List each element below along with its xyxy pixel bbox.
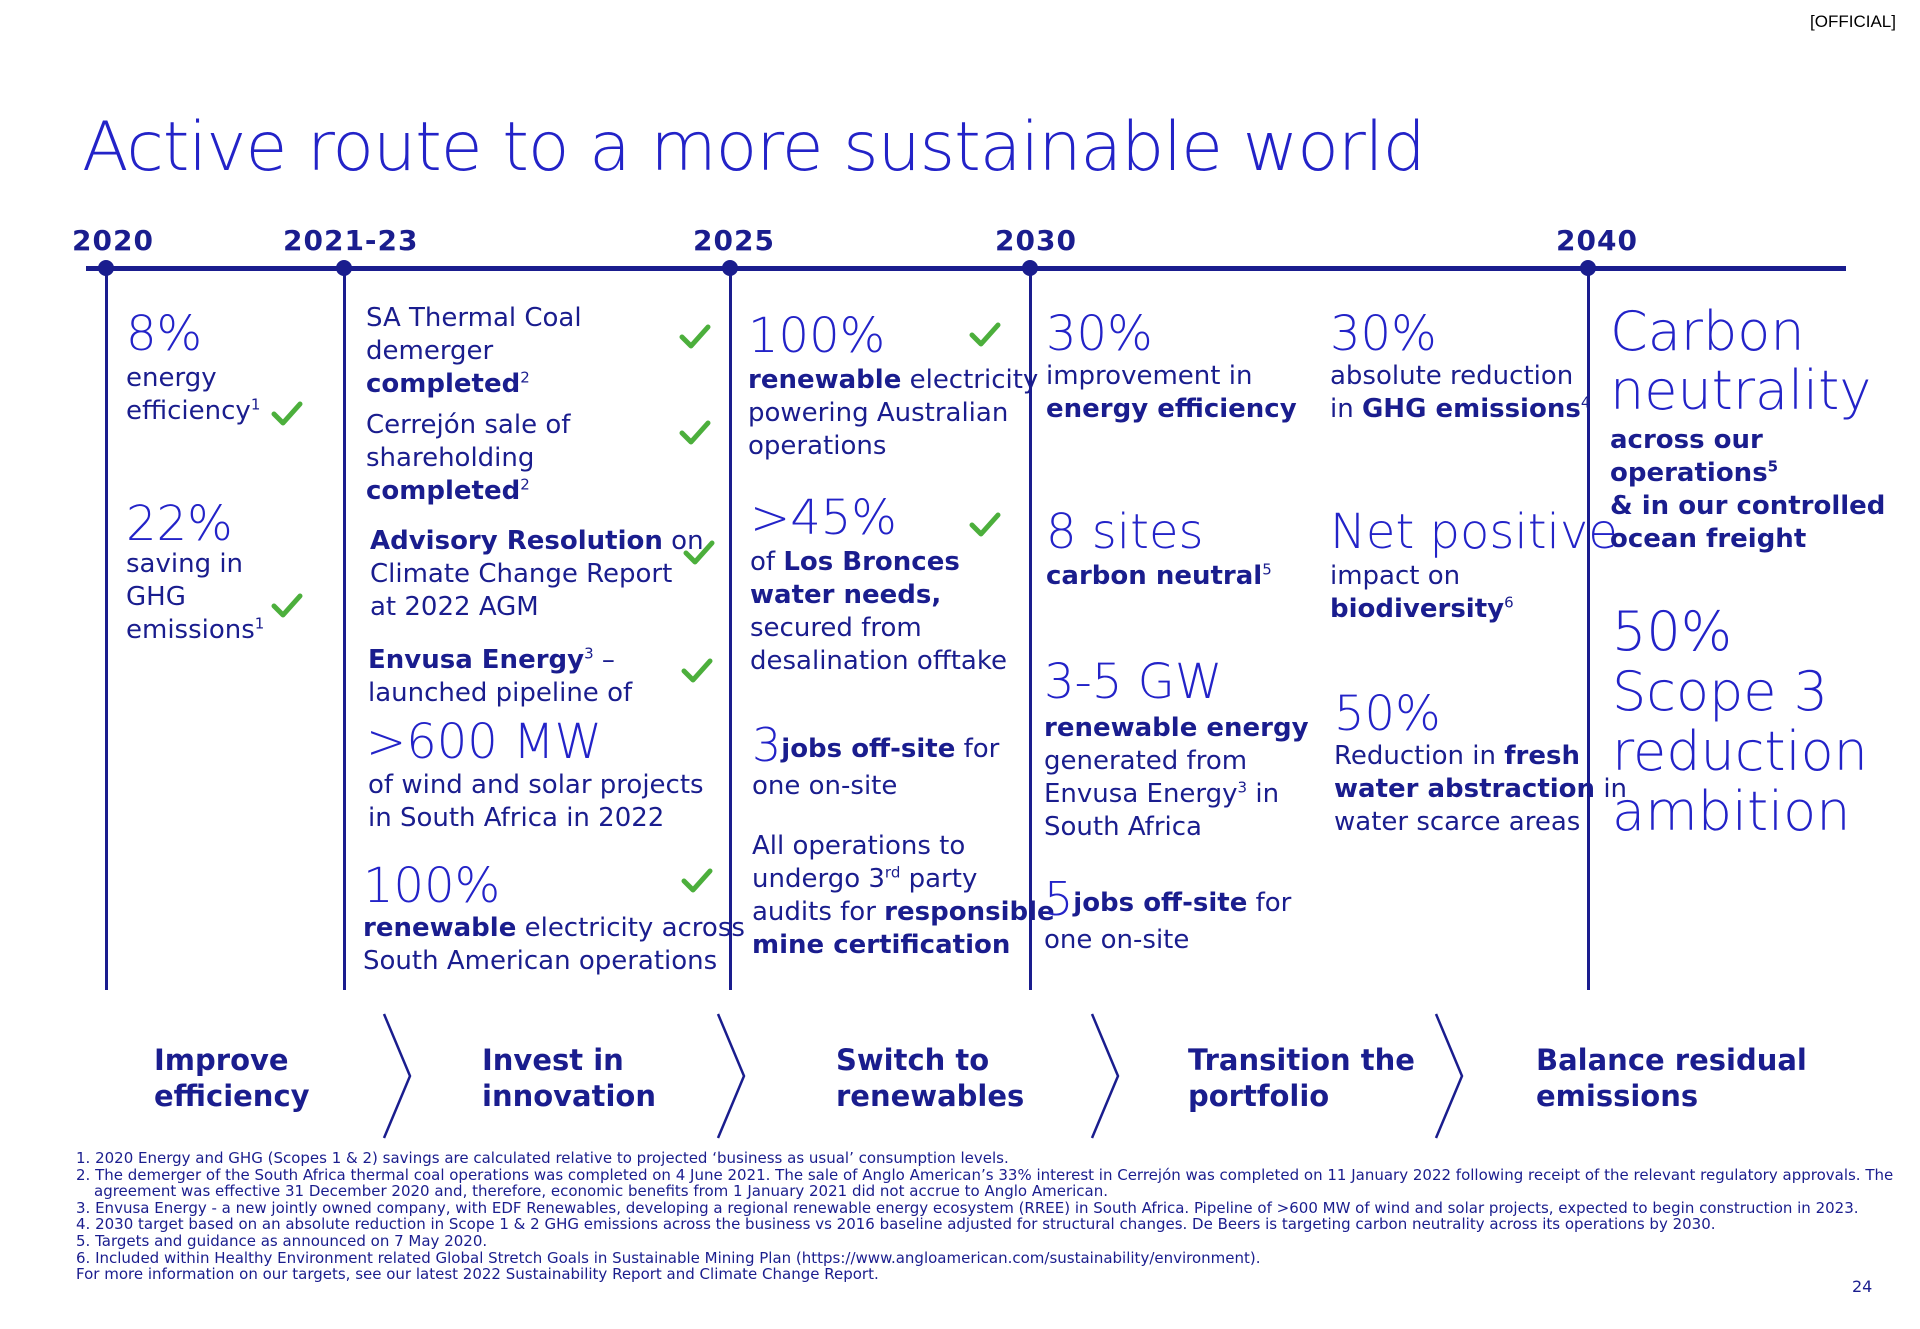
footnotes: 1. 2020 Energy and GHG (Scopes 1 & 2) sa…: [76, 1149, 1894, 1284]
energy-efficiency-2030-label: improvement in energy efficiency: [1046, 361, 1297, 424]
phase-balance-emissions: Balance residual emissions: [1536, 1043, 1807, 1113]
cerrejon-item: Cerrejón sale of shareholding completed2: [366, 410, 571, 506]
biodiversity-label: impact on biodiversity6: [1330, 561, 1514, 624]
water-reduction-pct: 50%: [1334, 686, 1441, 742]
footnote: 3. Envusa Energy - a new jointly owned c…: [76, 1198, 1859, 1217]
timeline-divider: [1029, 268, 1032, 990]
energy-efficiency-label: energy efficiency1: [126, 363, 261, 426]
ghg-saving-label: saving in GHG emissions1: [126, 549, 265, 645]
classification-label: [OFFICIAL]: [1810, 12, 1896, 31]
footnote: 2. The demerger of the South Africa ther…: [76, 1165, 1894, 1184]
australia-renewable-pct: 100%: [748, 308, 886, 364]
check-icon: [270, 589, 304, 623]
chevron-right-icon: [1090, 1013, 1120, 1139]
timeline-divider: [343, 268, 346, 990]
footnote: 6. Included within Healthy Environment r…: [76, 1248, 1261, 1267]
page-title: Active route to a more sustainable world: [82, 108, 1426, 187]
page-number: 24: [1852, 1277, 1873, 1296]
los-bronces-pct: >45%: [750, 490, 897, 546]
phase-improve-efficiency: Improve efficiency: [154, 1043, 310, 1113]
carbon-neutral-label: carbon neutral5: [1046, 560, 1272, 591]
los-bronces-label: of Los Bronces water needs, secured from…: [750, 547, 1007, 676]
year-2025: 2025: [693, 224, 775, 257]
timeline-divider: [729, 268, 732, 990]
check-icon: [968, 508, 1002, 542]
australia-renewable-label: renewable electricity powering Australia…: [748, 365, 1039, 461]
year-2021-23: 2021-23: [283, 224, 419, 257]
envusa-energy-item: Envusa Energy3 – launched pipeline of: [368, 644, 633, 708]
mine-certification-item: All operations to undergo 3rd party audi…: [752, 831, 1055, 960]
renewable-gw-label: renewable energy generated from Envusa E…: [1044, 713, 1309, 842]
ghg-reduction-2030-label: absolute reduction in GHG emissions4: [1330, 361, 1591, 424]
south-america-renewable-label: renewable electricity across South Ameri…: [363, 913, 745, 976]
ghg-saving-pct: 22%: [126, 496, 233, 552]
jobs-ratio-2025: 3jobs off-site for one on-site: [752, 718, 1000, 801]
check-icon: [680, 864, 714, 898]
footnote: 1. 2020 Energy and GHG (Scopes 1 & 2) sa…: [76, 1149, 1009, 1167]
chevron-right-icon: [382, 1013, 412, 1139]
check-icon: [678, 416, 712, 450]
footnote: For more information on our targets, see…: [76, 1265, 879, 1284]
south-america-renewable-pct: 100%: [363, 858, 501, 914]
carbon-neutrality-heading: Carbon neutrality: [1610, 300, 1872, 423]
check-icon: [678, 320, 712, 354]
advisory-resolution-item: Advisory Resolution on Climate Change Re…: [370, 526, 704, 622]
year-2040: 2040: [1556, 224, 1638, 257]
sa-thermal-coal-item: SA Thermal Coal demerger completed2: [366, 303, 582, 399]
footnote: 4. 2030 target based on an absolute redu…: [76, 1215, 1716, 1234]
energy-efficiency-pct: 8%: [126, 306, 203, 362]
water-reduction-label: Reduction in fresh water abstraction in …: [1334, 741, 1628, 837]
phase-invest-innovation: Invest in innovation: [482, 1043, 656, 1113]
jobs-ratio-2030: 5jobs off-site for one on-site: [1044, 872, 1292, 955]
year-2020: 2020: [72, 224, 154, 257]
scope3-ambition: 50% Scope 3 reduction ambition: [1612, 600, 1868, 843]
check-icon: [968, 318, 1002, 352]
timeline-line: [86, 266, 1846, 271]
carbon-neutral-sites: 8 sites: [1046, 504, 1204, 560]
carbon-neutrality-scope: across our operations5 & in our controll…: [1610, 425, 1886, 554]
energy-efficiency-2030-pct: 30%: [1046, 306, 1153, 362]
footnote: agreement was effective 31 December 2020…: [94, 1182, 1108, 1201]
check-icon: [680, 654, 714, 688]
ghg-reduction-2030-pct: 30%: [1330, 306, 1437, 362]
phase-transition-portfolio: Transition the portfolio: [1188, 1043, 1415, 1113]
chevron-right-icon: [716, 1013, 746, 1139]
check-icon: [682, 536, 716, 570]
footnote: 5. Targets and guidance as announced on …: [76, 1231, 488, 1250]
year-2030: 2030: [995, 224, 1077, 257]
renewable-gw: 3-5 GW: [1044, 654, 1223, 710]
phase-switch-renewables: Switch to renewables: [836, 1043, 1025, 1113]
check-icon: [270, 397, 304, 431]
envusa-pipeline-label: of wind and solar projects in South Afri…: [368, 770, 704, 833]
biodiversity-heading: Net positive: [1330, 504, 1618, 560]
chevron-right-icon: [1434, 1013, 1464, 1139]
timeline-divider: [1587, 268, 1590, 990]
timeline-divider: [105, 268, 108, 990]
envusa-pipeline-mw: >600 MW: [366, 714, 602, 770]
